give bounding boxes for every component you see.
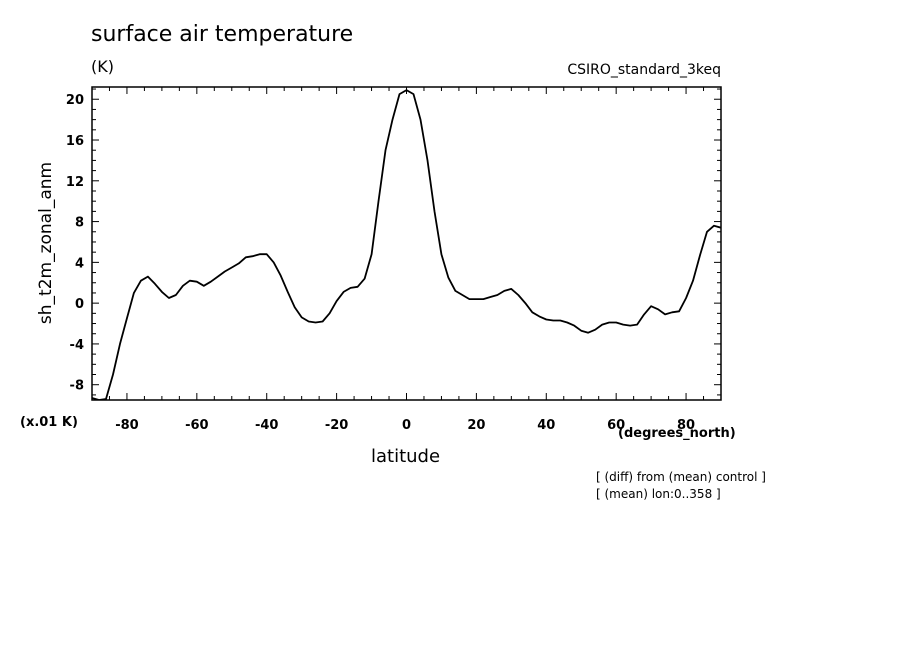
x-tick-label: -40 <box>255 418 279 433</box>
series-line <box>92 89 721 400</box>
plot-frame <box>91 86 722 401</box>
y-tick-label: 12 <box>66 175 84 190</box>
units-label: (K) <box>91 57 114 76</box>
x-units-label: (degrees_north) <box>618 426 736 441</box>
x-tick-label: 0 <box>402 418 411 433</box>
y-tick-label: -8 <box>70 379 84 394</box>
series-group <box>92 89 721 400</box>
x-axis-label: latitude <box>371 446 441 467</box>
y-scale-label: (x.01 K) <box>20 415 78 430</box>
y-tick-label: 4 <box>75 256 84 271</box>
chart-title: surface air temperature <box>91 22 354 47</box>
y-tick-label: 8 <box>75 216 84 231</box>
y-tick-label: 20 <box>66 93 84 108</box>
x-tick-label: 80 <box>677 418 695 433</box>
x-tick-label: 40 <box>537 418 555 433</box>
note-diff: [ (diff) from (mean) control ] <box>596 470 766 484</box>
note-mean: [ (mean) lon:0..358 ] <box>596 487 721 501</box>
x-tick-label: -80 <box>115 418 139 433</box>
y-tick-label: 16 <box>66 134 84 149</box>
x-tick-label: -60 <box>185 418 209 433</box>
y-tick-label: -4 <box>70 338 84 353</box>
x-tick-label: -20 <box>325 418 349 433</box>
x-tick-label: 60 <box>607 418 625 433</box>
y-tick-label: 0 <box>75 297 84 312</box>
x-tick-label: 20 <box>467 418 485 433</box>
experiment-label: CSIRO_standard_3keq <box>567 62 721 78</box>
